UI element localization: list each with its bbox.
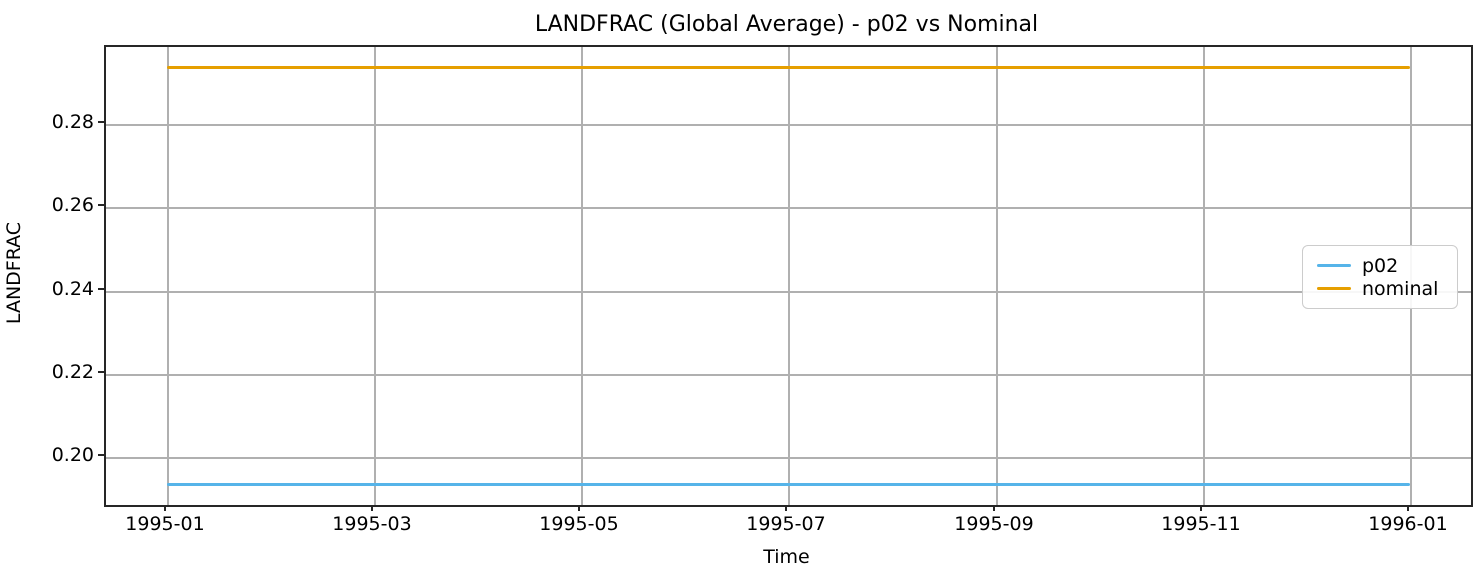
legend-swatch-nominal [1317,287,1351,290]
gridline-vertical [581,47,583,505]
y-tick-label: 0.28 [51,111,94,133]
legend: p02 nominal [1302,245,1458,309]
legend-label-nominal: nominal [1362,277,1439,300]
y-tick-label: 0.22 [51,361,94,383]
x-tick-label: 1995-05 [539,513,619,535]
series-line-nominal [167,66,1410,69]
y-tick-mark [98,371,104,373]
plot-area: p02 nominal [104,45,1473,507]
y-tick-mark [98,454,104,456]
y-tick-label: 0.26 [51,194,94,216]
gridline-horizontal [106,374,1471,376]
gridline-vertical [1203,47,1205,505]
gridline-vertical [374,47,376,505]
x-tick-label: 1995-03 [332,513,412,535]
x-tick-mark [785,505,787,511]
y-tick-label: 0.24 [51,278,94,300]
x-tick-label: 1995-09 [954,513,1034,535]
gridline-vertical [996,47,998,505]
gridline-vertical [788,47,790,505]
gridline-vertical [167,47,169,505]
x-tick-mark [1200,505,1202,511]
series-line-p02 [167,483,1410,486]
legend-item-nominal: nominal [1317,277,1445,300]
y-tick-label: 0.20 [51,444,94,466]
x-axis-label: Time [763,546,810,568]
x-tick-label: 1995-07 [746,513,826,535]
x-tick-mark [164,505,166,511]
legend-item-p02: p02 [1317,254,1445,277]
y-tick-mark [98,204,104,206]
y-tick-mark [98,121,104,123]
y-tick-mark [98,288,104,290]
x-tick-mark [371,505,373,511]
gridline-horizontal [106,124,1471,126]
x-tick-mark [578,505,580,511]
x-tick-mark [1407,505,1409,511]
chart-title: LANDFRAC (Global Average) - p02 vs Nomin… [534,12,1039,37]
legend-swatch-p02 [1317,264,1351,267]
legend-label-p02: p02 [1362,254,1399,277]
gridline-horizontal [106,291,1471,293]
x-tick-label: 1995-01 [125,513,205,535]
gridline-horizontal [106,457,1471,459]
x-tick-mark [993,505,995,511]
gridline-horizontal [106,207,1471,209]
x-tick-label: 1995-11 [1161,513,1241,535]
x-tick-label: 1996-01 [1368,513,1448,535]
y-axis-label: LANDFRAC [3,221,25,325]
